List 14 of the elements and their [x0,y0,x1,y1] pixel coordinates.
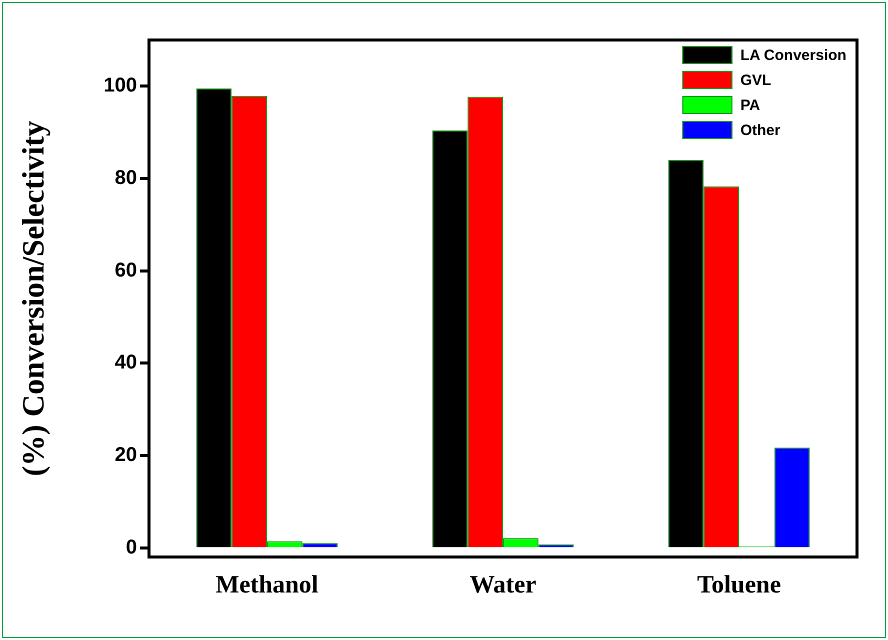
y-tick-label: 80 [114,167,137,189]
x-tick-label: Toluene [697,571,781,598]
x-tick-label: Methanol [216,571,318,598]
legend-label: GVL [740,72,772,90]
y-tick-label: 60 [114,259,137,282]
legend-label: Other [740,122,780,140]
y-axis-title: (%) Conversion/Selectivity [16,120,51,476]
y-tick-label: 20 [114,444,137,466]
legend-label: PA [740,97,760,114]
x-tick-label: Water [470,571,536,598]
legend-label: LA Conversion [740,47,846,64]
y-tick-label: 0 [126,536,137,558]
y-tick-label: 40 [114,352,137,374]
y-tick-label: 100 [104,74,137,97]
